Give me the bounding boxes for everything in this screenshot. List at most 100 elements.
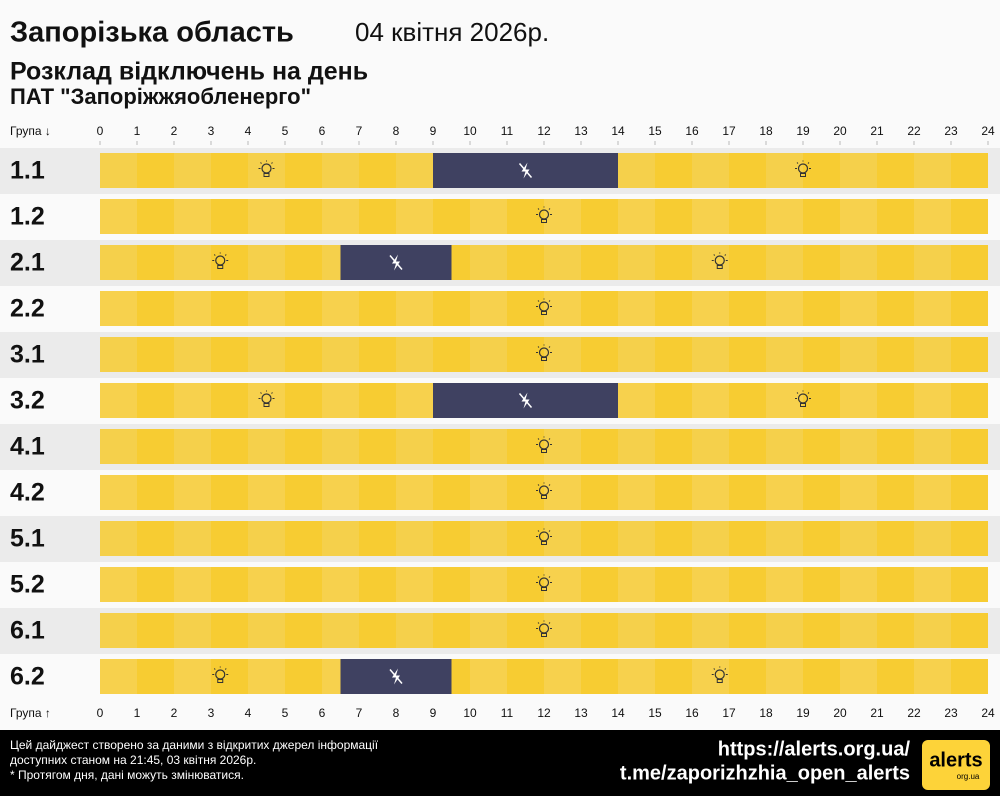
hour-cell (396, 199, 433, 234)
hour-cell (766, 337, 803, 372)
hour-cell (914, 291, 951, 326)
hour-cell (359, 337, 396, 372)
x-tick-label: 22 (907, 706, 921, 720)
hour-cell (581, 567, 618, 602)
icon-part (548, 576, 551, 578)
icon-part (213, 668, 216, 670)
hour-cell (174, 153, 211, 188)
icon-part (224, 668, 227, 670)
hour-cell (470, 429, 507, 464)
hour-cell (359, 153, 396, 188)
hour-cell (100, 245, 137, 280)
hour-cell (248, 567, 285, 602)
hour-cell (174, 567, 211, 602)
hour-cell (507, 567, 544, 602)
icon-part (796, 392, 799, 394)
hour-under (100, 613, 988, 648)
hour-cell (877, 337, 914, 372)
hour-cell (211, 199, 248, 234)
hour-cell (544, 659, 581, 694)
x-tick-label: 9 (430, 124, 437, 138)
hour-cell (914, 383, 951, 418)
hour-cell (951, 199, 988, 234)
hour-cell (951, 659, 988, 694)
hour-cell (507, 245, 544, 280)
hour-cell (470, 245, 507, 280)
hour-cell (840, 429, 877, 464)
x-tick-label: 2 (171, 124, 178, 138)
icon-part (548, 300, 551, 302)
hour-cell (470, 613, 507, 648)
hour-cell (914, 153, 951, 188)
icon-part (537, 530, 540, 532)
hour-cell (322, 613, 359, 648)
hour-cell (322, 429, 359, 464)
hour-cell (433, 613, 470, 648)
x-tick-label: 24 (981, 124, 995, 138)
hour-cell (618, 521, 655, 556)
hour-cell (618, 337, 655, 372)
hour-cell (618, 291, 655, 326)
icon-part (800, 403, 806, 407)
hour-cell (285, 659, 322, 694)
hour-cell (581, 291, 618, 326)
hour-cell (803, 383, 840, 418)
hour-cell (470, 475, 507, 510)
hour-cell (766, 567, 803, 602)
hour-cell (692, 337, 729, 372)
hour-cell (692, 659, 729, 694)
x-tick-label: 9 (430, 706, 437, 720)
hour-cell (211, 567, 248, 602)
x-tick-label: 16 (685, 124, 699, 138)
hour-cell (877, 567, 914, 602)
hour-cell (100, 613, 137, 648)
hour-cell (433, 337, 470, 372)
hour-cell (581, 659, 618, 694)
icon-part (541, 219, 547, 223)
hour-cell (618, 429, 655, 464)
hour-cell (729, 383, 766, 418)
hour-cell (692, 199, 729, 234)
x-tick-label: 22 (907, 124, 921, 138)
hour-cell (729, 153, 766, 188)
hour-cell (285, 383, 322, 418)
hour-cell (100, 291, 137, 326)
x-tick-label: 24 (981, 706, 995, 720)
hour-cell (766, 475, 803, 510)
hour-cell (507, 613, 544, 648)
hour-cell (877, 613, 914, 648)
hour-cell (174, 383, 211, 418)
power-on-icon (536, 528, 552, 545)
footer-link[interactable]: https://alerts.org.ua/ (718, 738, 911, 760)
logo-text: alerts (929, 749, 982, 771)
hour-cell (174, 245, 211, 280)
x-tick-label: 7 (356, 124, 363, 138)
footer-link[interactable]: t.me/zaporizhzhia_open_alerts (620, 762, 910, 784)
hour-cell (100, 429, 137, 464)
icon-part (213, 254, 216, 256)
hour-cell (396, 567, 433, 602)
hour-cell (803, 475, 840, 510)
hour-cell (470, 521, 507, 556)
power-on-icon (711, 666, 728, 683)
icon-part (537, 622, 540, 624)
hour-cell (248, 659, 285, 694)
hour-cell (396, 613, 433, 648)
hour-cell (433, 199, 470, 234)
hour-cell (692, 521, 729, 556)
hour-cell (359, 291, 396, 326)
icon-part (518, 163, 533, 178)
group-label-top: Група ↓ (10, 124, 51, 138)
hour-cell (396, 383, 433, 418)
x-tick-label: 17 (722, 124, 736, 138)
hour-cell (618, 199, 655, 234)
hour-cell (655, 567, 692, 602)
hour-cell (359, 199, 396, 234)
power-off-icon (518, 162, 533, 179)
hour-cell (803, 521, 840, 556)
group-label: 3.2 (10, 387, 45, 415)
hour-cell (618, 567, 655, 602)
hour-cell (248, 521, 285, 556)
title: Запорізька область (10, 17, 294, 49)
hour-cell (877, 521, 914, 556)
